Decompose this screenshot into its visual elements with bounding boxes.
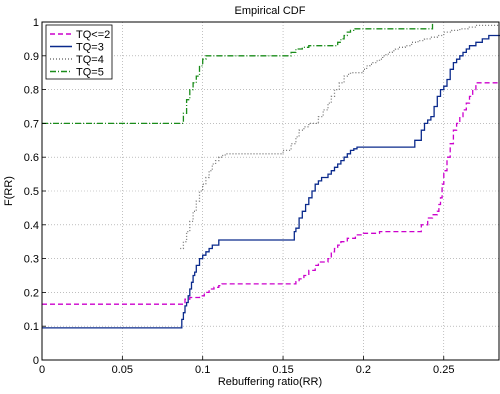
x-tick-label: 0.1 <box>195 364 210 376</box>
series-line-2 <box>180 24 500 250</box>
y-tick-label: 0.5 <box>24 186 39 198</box>
legend: TQ<=2TQ=3TQ=4TQ=5 <box>45 24 113 80</box>
series-line-0 <box>42 82 500 305</box>
y-tick-label: 0.4 <box>24 220 39 232</box>
legend-label-0: TQ<=2 <box>76 29 110 41</box>
grid <box>42 22 500 360</box>
series-lines <box>42 22 500 329</box>
chart-title: Empirical CDF <box>235 5 306 17</box>
legend-label-1: TQ=3 <box>76 42 104 54</box>
y-tick-label: 0.3 <box>24 254 39 266</box>
axis-ticks: 0 0.05 0.1 0.15 0.2 0.25 0 0.1 0.2 0.3 0.4 0.5 0.6 0.… <box>24 17 455 376</box>
y-tick-label: 0.1 <box>24 321 39 333</box>
x-tick-label: 0.05 <box>112 364 133 376</box>
series-line-3 <box>42 22 434 125</box>
y-tick-label: 0.2 <box>24 287 39 299</box>
series-line-1 <box>42 34 500 329</box>
x-tick-label: 0 <box>39 364 45 376</box>
y-tick-label: 1 <box>33 17 39 29</box>
legend-label-3: TQ=5 <box>76 67 104 79</box>
legend-box <box>45 24 113 80</box>
y-tick-label: 0.8 <box>24 85 39 97</box>
y-axis-label: F(RR) <box>3 176 15 206</box>
y-tick-label: 0.9 <box>24 51 39 63</box>
x-tick-label: 0.25 <box>433 364 454 376</box>
x-tick-label: 0.15 <box>272 364 293 376</box>
y-tick-label: 0 <box>33 355 39 367</box>
x-tick-label: 0.2 <box>356 364 371 376</box>
legend-label-2: TQ=4 <box>76 54 104 66</box>
y-tick-label: 0.6 <box>24 152 39 164</box>
x-axis-label: Rebuffering ratio(RR) <box>218 376 322 388</box>
y-tick-label: 0.7 <box>24 118 39 130</box>
